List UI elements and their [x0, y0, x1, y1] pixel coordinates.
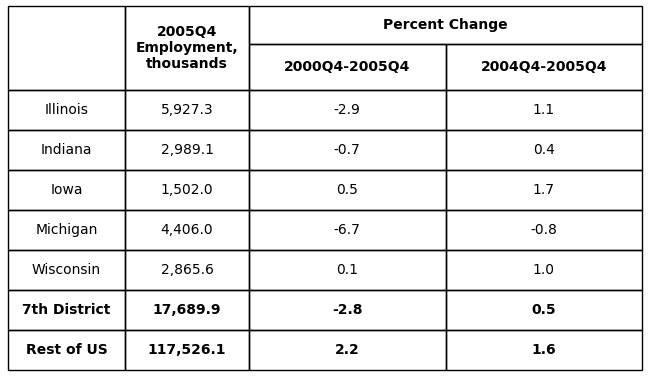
Bar [445, 331, 642, 370]
Text: Wisconsin: Wisconsin [32, 264, 101, 277]
Bar [445, 250, 642, 290]
Bar [125, 211, 249, 250]
Text: -6.7: -6.7 [333, 223, 361, 237]
Text: 1.1: 1.1 [533, 103, 555, 117]
Bar [249, 250, 445, 290]
Bar [445, 290, 642, 331]
Text: Percent Change: Percent Change [384, 18, 508, 32]
Text: -0.7: -0.7 [334, 143, 361, 158]
Bar [125, 170, 249, 211]
Bar [445, 91, 642, 130]
Bar [249, 211, 445, 250]
Bar [445, 44, 642, 91]
Text: Illinois: Illinois [45, 103, 88, 117]
Bar [445, 211, 642, 250]
Bar [249, 130, 445, 170]
Text: 2,865.6: 2,865.6 [161, 264, 213, 277]
Bar [249, 290, 445, 331]
Text: 0.4: 0.4 [533, 143, 555, 158]
Text: 1.0: 1.0 [533, 264, 555, 277]
Text: 5,927.3: 5,927.3 [161, 103, 213, 117]
Text: 2000Q4-2005Q4: 2000Q4-2005Q4 [284, 60, 410, 74]
Bar [249, 91, 445, 130]
Text: -0.8: -0.8 [530, 223, 557, 237]
Bar [445, 130, 642, 170]
Text: 2005Q4
Employment,
thousands: 2005Q4 Employment, thousands [136, 25, 239, 71]
Bar [125, 250, 249, 290]
Text: Rest of US: Rest of US [25, 343, 107, 357]
Text: -2.8: -2.8 [332, 303, 363, 317]
Bar [445, 170, 642, 211]
Text: 2,989.1: 2,989.1 [161, 143, 213, 158]
Bar [125, 290, 249, 331]
Text: -2.9: -2.9 [333, 103, 361, 117]
Bar [125, 91, 249, 130]
Bar [8, 211, 125, 250]
Bar [249, 170, 445, 211]
Text: 1.7: 1.7 [533, 183, 555, 197]
Text: Iowa: Iowa [50, 183, 83, 197]
Text: 0.1: 0.1 [336, 264, 358, 277]
Text: 1,502.0: 1,502.0 [161, 183, 213, 197]
Bar [125, 331, 249, 370]
Text: 0.5: 0.5 [336, 183, 358, 197]
Bar [8, 250, 125, 290]
Bar [8, 170, 125, 211]
Text: Indiana: Indiana [41, 143, 92, 158]
Bar [8, 91, 125, 130]
Text: 7th District: 7th District [22, 303, 110, 317]
Bar [125, 6, 249, 91]
Text: 1.6: 1.6 [532, 343, 556, 357]
Text: 17,689.9: 17,689.9 [153, 303, 221, 317]
Bar [125, 130, 249, 170]
Bar [8, 130, 125, 170]
Bar [249, 331, 445, 370]
Bar [8, 6, 125, 91]
Text: 2.2: 2.2 [335, 343, 359, 357]
Bar [8, 290, 125, 331]
Bar [8, 331, 125, 370]
Text: 2004Q4-2005Q4: 2004Q4-2005Q4 [480, 60, 607, 74]
Bar [249, 6, 642, 44]
Text: 117,526.1: 117,526.1 [148, 343, 226, 357]
Bar [249, 44, 445, 91]
Text: 4,406.0: 4,406.0 [161, 223, 213, 237]
Text: Michigan: Michigan [35, 223, 98, 237]
Text: 0.5: 0.5 [532, 303, 556, 317]
